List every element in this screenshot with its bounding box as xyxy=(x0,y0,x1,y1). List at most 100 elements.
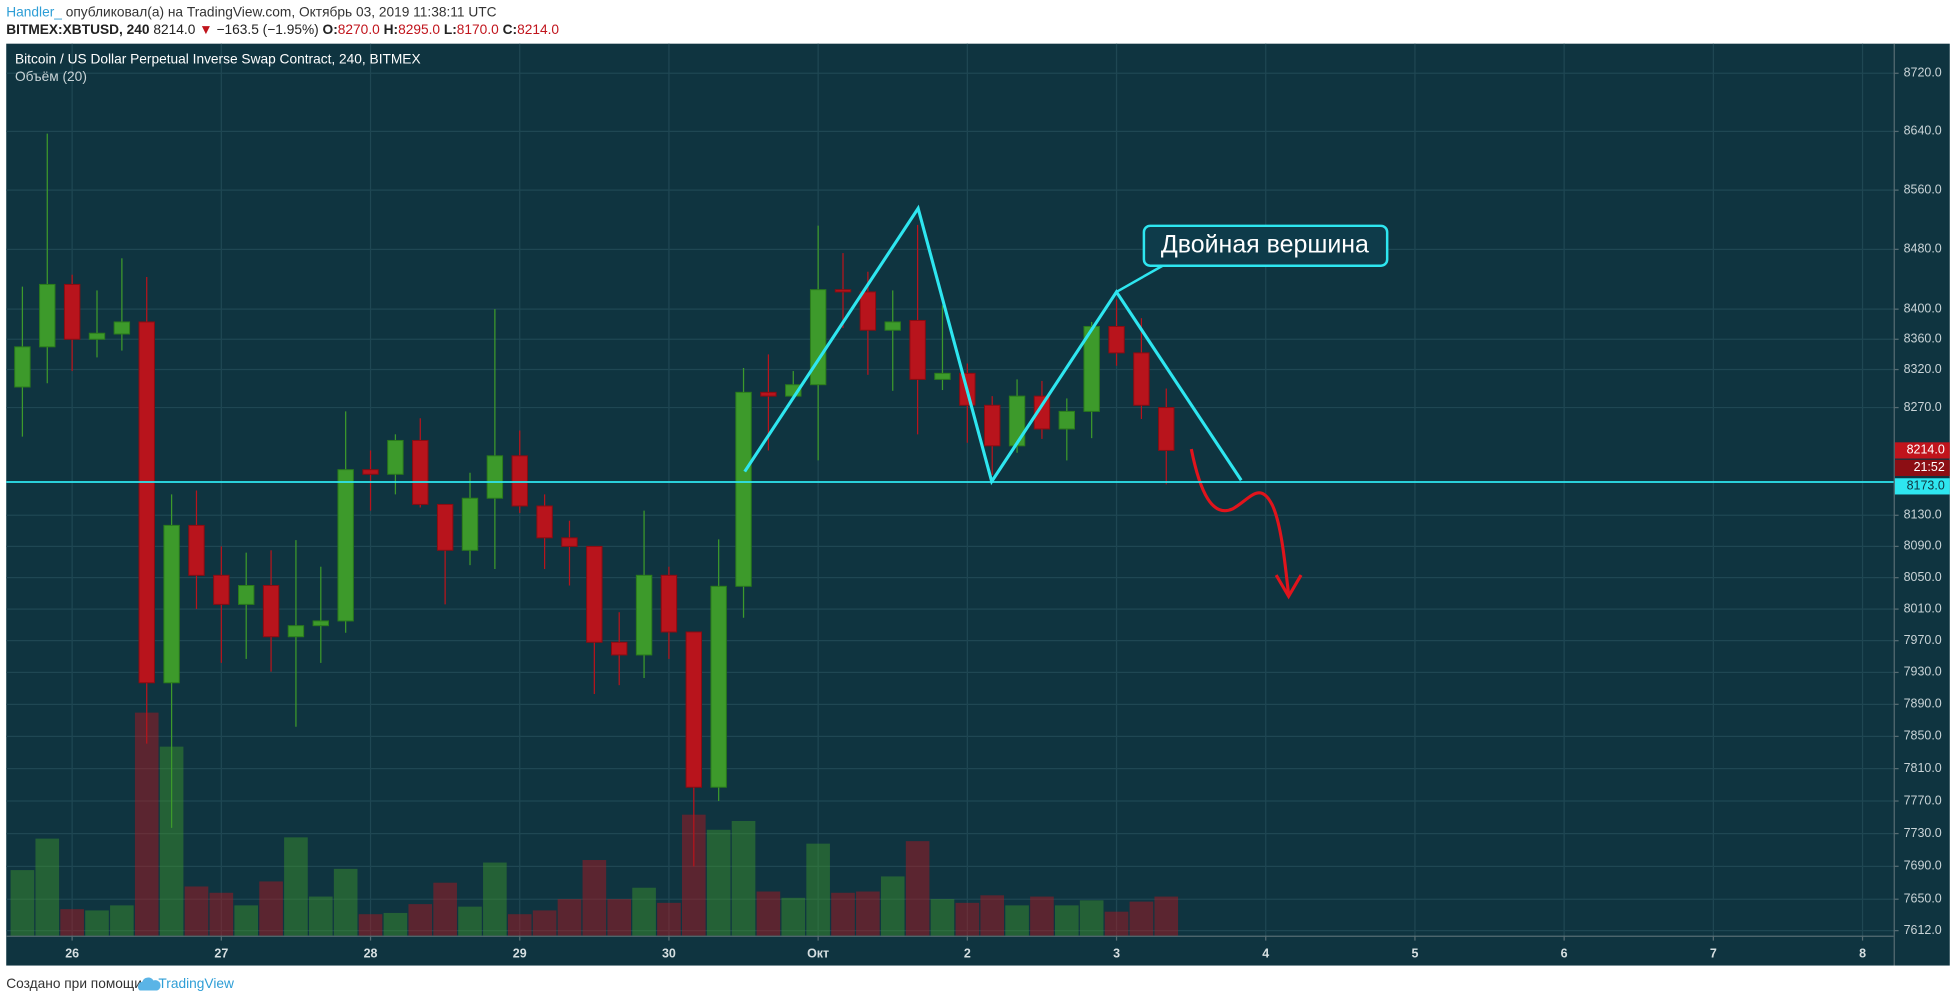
candle-body xyxy=(14,346,31,388)
volume-bar xyxy=(582,860,607,936)
axes: 8720.0 8640.0 8560.0 8480.0 8400.0 8360.0 8320… xyxy=(65,66,1950,961)
x-tick-label: 6 xyxy=(1561,947,1568,961)
arrow: ▼ xyxy=(199,22,213,37)
candle-body xyxy=(461,497,479,551)
brand-icon xyxy=(137,977,161,991)
volume-bar xyxy=(408,904,433,936)
ohlc-line: BITMEX:XBTUSD, 240 8214.0 ▼ −163.5 (−1.9… xyxy=(6,22,559,37)
candle-body xyxy=(760,391,777,397)
volume-bar xyxy=(781,897,806,936)
candle-body xyxy=(561,537,578,547)
volume-bar xyxy=(60,909,84,936)
candle-body xyxy=(213,574,230,605)
candle-body xyxy=(934,372,951,380)
y-tick-label: 8640.0 xyxy=(1904,124,1942,138)
volume-bar xyxy=(458,906,482,936)
volume-bar xyxy=(259,881,283,936)
candle-body xyxy=(1083,325,1100,412)
volume-bar xyxy=(358,914,383,936)
volume-bar xyxy=(930,899,955,936)
candle-body xyxy=(685,631,703,788)
y-tick-label: 8360.0 xyxy=(1904,332,1942,346)
volume-bar xyxy=(731,820,756,936)
candle-layer xyxy=(14,133,1175,867)
candle-body xyxy=(1058,410,1076,430)
volume-bar xyxy=(483,862,507,936)
volume-bar xyxy=(383,912,408,936)
candle-body xyxy=(983,404,1001,447)
candle-body xyxy=(909,319,926,380)
candle-body xyxy=(287,625,305,638)
volume-bar xyxy=(532,910,557,936)
volume-bar xyxy=(1129,901,1154,936)
volume-bar xyxy=(234,905,259,936)
volume-bar xyxy=(607,899,632,936)
x-tick-label: 4 xyxy=(1262,947,1269,961)
candle-body xyxy=(1108,325,1125,354)
candle-body xyxy=(188,524,205,576)
volume-bar xyxy=(657,902,681,936)
y-tick-label: 7690.0 xyxy=(1904,859,1942,873)
candle-body xyxy=(610,641,628,656)
candle-body xyxy=(1133,352,1150,406)
candle-body xyxy=(312,620,330,627)
l-label: L: xyxy=(444,22,457,37)
candle-body xyxy=(237,585,255,605)
author[interactable]: Handler_ xyxy=(6,4,62,19)
candle-body xyxy=(1033,395,1051,430)
volume-bar xyxy=(681,814,706,936)
candle-body xyxy=(511,455,528,507)
volume-bar xyxy=(35,838,60,936)
footer-brand[interactable]: TradingView xyxy=(158,976,234,991)
candle-body xyxy=(660,574,678,633)
forecast-arrowhead xyxy=(1274,574,1303,600)
last: 8214.0 xyxy=(153,22,195,37)
candle-body xyxy=(113,321,131,335)
grid xyxy=(6,43,1894,936)
candle-body xyxy=(436,503,454,551)
annotation-pointer xyxy=(1115,264,1164,294)
y-tick-label: 8480.0 xyxy=(1904,242,1942,256)
volume-bar xyxy=(980,895,1005,936)
candle-body xyxy=(337,469,354,622)
y-tick-label: 7890.0 xyxy=(1904,697,1942,711)
last-price-label: 8214.0 xyxy=(1907,443,1945,457)
candle-body xyxy=(710,585,727,788)
drawings: Двойная вершина xyxy=(6,204,1894,600)
y-tick-label: 7930.0 xyxy=(1904,665,1942,679)
volume-bar xyxy=(557,899,582,936)
c: 8214.0 xyxy=(517,22,559,37)
volume-bar xyxy=(1079,900,1104,936)
candle-body xyxy=(635,574,653,656)
candle-body xyxy=(859,291,877,331)
y-tick-label: 8010.0 xyxy=(1904,601,1942,615)
footer-text: Создано при помощи xyxy=(6,976,142,991)
x-tick-label: 29 xyxy=(513,947,527,961)
candle-body xyxy=(88,332,106,340)
volume-bar xyxy=(85,910,109,936)
volume-bar xyxy=(1005,905,1029,936)
candle-body xyxy=(39,283,56,348)
y-tick-label: 7612.0 xyxy=(1904,923,1942,937)
volume-bar xyxy=(1104,911,1129,936)
volume-bar xyxy=(856,891,880,936)
volume-bar xyxy=(1154,896,1179,936)
annotation-box xyxy=(1142,224,1389,267)
volume-bar xyxy=(308,896,333,936)
h: 8295.0 xyxy=(398,22,440,37)
volume-bar xyxy=(134,712,159,936)
candle-body xyxy=(412,439,429,505)
volume-bar xyxy=(159,746,184,936)
y-tick-label: 8560.0 xyxy=(1904,182,1942,196)
y-tick-label: 8130.0 xyxy=(1904,508,1942,522)
volume-bar xyxy=(706,829,731,936)
x-tick-label: 7 xyxy=(1710,947,1717,961)
candle-body xyxy=(387,439,404,475)
change: −163.5 (−1.95%) xyxy=(217,22,319,37)
y-tick-label: 7730.0 xyxy=(1904,826,1942,840)
o: 8270.0 xyxy=(338,22,380,37)
x-tick-label: 27 xyxy=(214,947,228,961)
volume-bar xyxy=(110,905,134,936)
volume-bar xyxy=(284,837,308,936)
x-tick-label: 30 xyxy=(662,947,676,961)
